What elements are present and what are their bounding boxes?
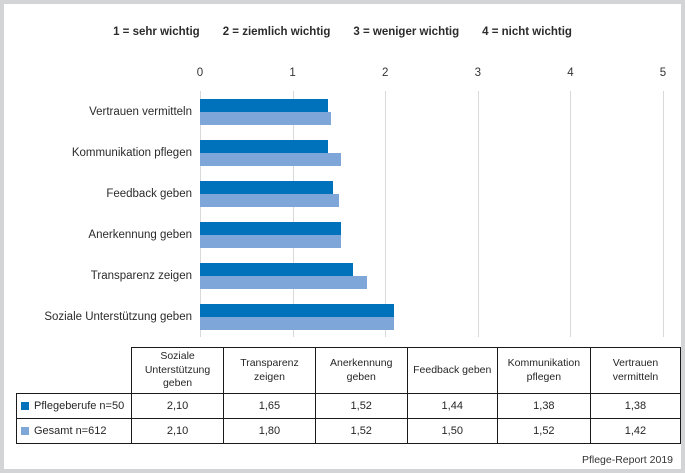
table-header-cell: Vertrauen vermitteln	[589, 347, 681, 394]
table-header-cell: Feedback geben	[406, 347, 498, 394]
values-table: Soziale Unterstützung geben Transparenz z…	[16, 347, 681, 444]
bar-chart-plot-area	[200, 91, 664, 337]
bar-pflegeberufe	[200, 181, 334, 194]
scale-legend: 1 = sehr wichtig 2 = ziemlich wichtig 3 = …	[4, 26, 681, 38]
table-value-cell: 1,38	[589, 393, 681, 419]
table-value-cell: 1,38	[496, 393, 591, 419]
gridline	[477, 91, 479, 337]
bar-group	[200, 99, 332, 125]
table-value-cell: 1,44	[406, 393, 498, 419]
data-table: Soziale Unterstützung geben Transparenz z…	[16, 347, 681, 444]
bar-gesamt	[200, 235, 341, 248]
table-value-cell: 2,10	[130, 393, 225, 419]
table-value-cell: 1,65	[223, 393, 316, 419]
bar-group	[200, 263, 367, 289]
scale-legend-item: 4 = nicht wichtig	[482, 26, 572, 38]
x-axis-tick-label: 5	[659, 67, 667, 79]
scale-legend-item: 2 = ziemlich wichtig	[222, 26, 331, 38]
bar-pflegeberufe	[200, 304, 395, 317]
gridline	[292, 91, 294, 337]
table-header-cell: Transparenz zeigen	[223, 347, 316, 394]
bar-gesamt	[200, 276, 367, 289]
table-header-cell: Kommunikation pflegen	[496, 347, 591, 394]
table-value-cell: 1,52	[314, 393, 408, 419]
table-header-cell: Soziale Unterstützung geben	[130, 347, 225, 394]
table-value-cell: 2,10	[130, 418, 225, 444]
category-label: Feedback geben	[106, 187, 192, 200]
table-header-row: Soziale Unterstützung geben Transparenz z…	[17, 347, 681, 394]
legend-marker-icon	[21, 427, 29, 435]
bar-group	[200, 181, 339, 207]
table-value-cell: 1,52	[496, 418, 591, 444]
table-row-label: Gesamt n=612	[16, 418, 132, 444]
bar-gesamt	[200, 194, 339, 207]
x-axis-tick-label: 0	[196, 67, 204, 79]
gridline	[385, 91, 387, 337]
x-axis-tick-label: 4	[567, 67, 574, 79]
bar-group	[200, 304, 395, 330]
bar-gesamt	[200, 112, 332, 125]
table-value-cell: 1,42	[589, 418, 681, 444]
scale-legend-item: 1 = sehr wichtig	[113, 26, 200, 38]
category-label: Soziale Unterstützung geben	[44, 310, 192, 323]
table-row: Gesamt n=612 2,10 1,80 1,52 1,50 1,52 1,42	[16, 418, 681, 444]
table-header-cell: Anerkennung geben	[314, 347, 408, 394]
table-row: Pflegeberufe n=50 2,10 1,65 1,52 1,44 1,38 1,3…	[16, 393, 681, 419]
category-label: Anerkennung geben	[88, 228, 192, 241]
bar-pflegeberufe	[200, 263, 353, 276]
table-value-cell: 1,50	[406, 418, 498, 444]
bar-group	[200, 222, 341, 248]
table-row-label: Pflegeberufe n=50	[16, 393, 132, 419]
gridline	[663, 91, 664, 337]
bar-pflegeberufe	[200, 140, 328, 153]
source-label: Pflege-Report 2019	[581, 454, 673, 466]
x-axis-tick-label: 2	[381, 67, 389, 79]
bar-gesamt	[200, 153, 341, 166]
gridline	[570, 91, 572, 337]
table-value-cell: 1,52	[314, 418, 408, 444]
bar-gesamt	[200, 317, 395, 330]
legend-marker-icon	[21, 402, 29, 410]
category-label: Vertrauen vermitteln	[89, 105, 192, 118]
bar-pflegeberufe	[200, 222, 341, 235]
table-value-cell: 1,80	[223, 418, 316, 444]
x-axis-tick-label: 1	[289, 67, 296, 79]
category-label: Transparenz zeigen	[90, 269, 192, 282]
category-label: Kommunikation pflegen	[71, 146, 192, 159]
gridline	[200, 91, 201, 337]
x-axis-tick-label: 3	[474, 67, 481, 79]
bar-pflegeberufe	[200, 99, 328, 112]
bar-group	[200, 140, 341, 166]
table-corner-spacer	[17, 348, 132, 394]
scale-legend-item: 3 = weniger wichtig	[353, 26, 460, 38]
